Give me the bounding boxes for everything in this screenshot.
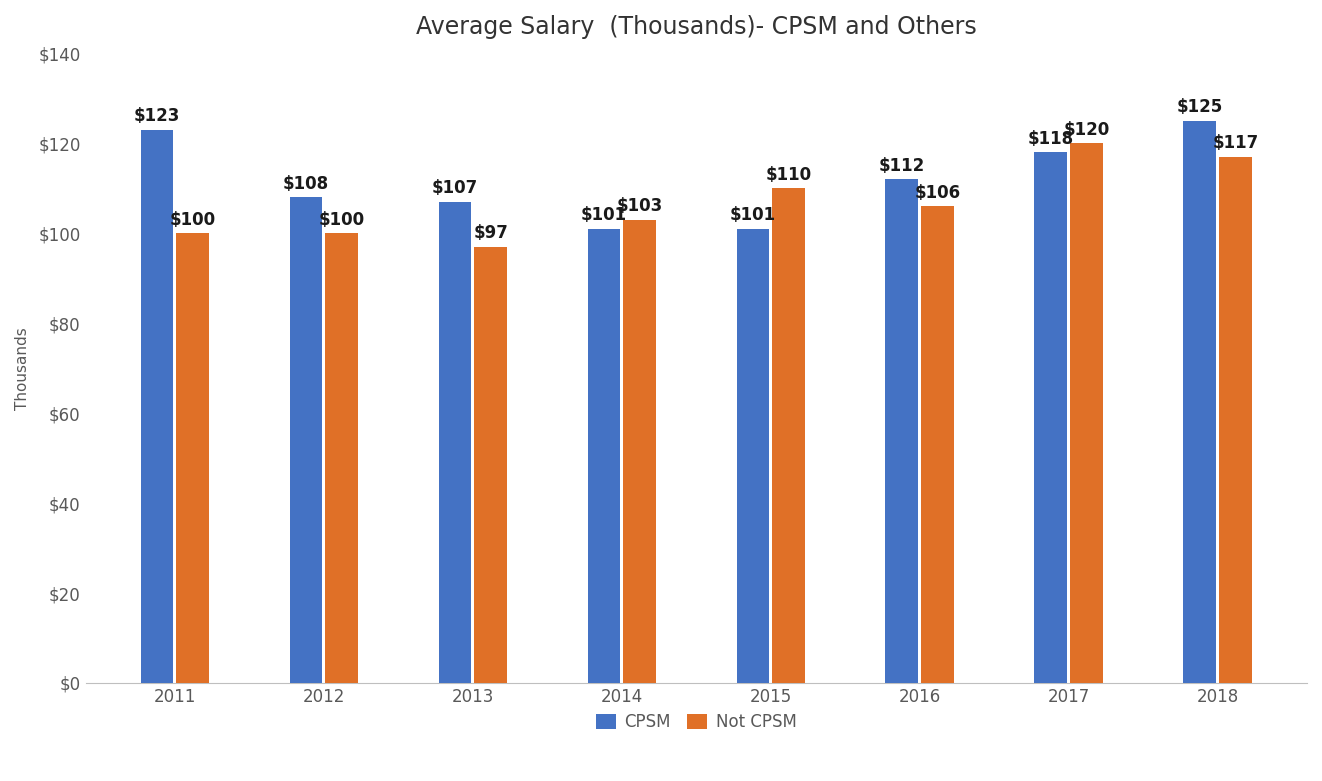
Title: Average Salary  (Thousands)- CPSM and Others: Average Salary (Thousands)- CPSM and Oth… xyxy=(416,15,977,39)
Text: $107: $107 xyxy=(432,180,479,198)
Bar xyxy=(475,247,508,683)
Text: $125: $125 xyxy=(1177,98,1223,116)
Bar xyxy=(1219,157,1252,683)
Text: $110: $110 xyxy=(765,166,812,184)
Text: $118: $118 xyxy=(1027,130,1073,148)
Text: $106: $106 xyxy=(915,184,961,201)
Text: $120: $120 xyxy=(1063,121,1109,139)
Legend: CPSM, Not CPSM: CPSM, Not CPSM xyxy=(590,706,804,737)
Bar xyxy=(439,201,472,683)
Bar xyxy=(623,219,656,683)
Bar xyxy=(772,188,805,683)
Text: $112: $112 xyxy=(879,157,925,175)
Bar xyxy=(587,229,620,683)
Bar xyxy=(325,234,358,683)
Bar xyxy=(736,229,769,683)
Text: $100: $100 xyxy=(319,211,365,229)
Text: $100: $100 xyxy=(169,211,215,229)
Text: $117: $117 xyxy=(1212,134,1259,152)
Text: $108: $108 xyxy=(283,175,329,193)
Text: $101: $101 xyxy=(730,206,776,224)
Bar xyxy=(921,206,954,683)
Bar xyxy=(176,234,209,683)
Bar xyxy=(1034,152,1067,683)
Y-axis label: Thousands: Thousands xyxy=(15,326,30,409)
Text: $97: $97 xyxy=(473,224,508,242)
Bar xyxy=(1071,144,1103,683)
Text: $101: $101 xyxy=(580,206,627,224)
Bar xyxy=(140,130,173,683)
Bar xyxy=(886,180,919,683)
Text: $123: $123 xyxy=(134,108,180,126)
Bar xyxy=(290,198,323,683)
Bar xyxy=(1183,121,1216,683)
Text: $103: $103 xyxy=(616,198,662,216)
